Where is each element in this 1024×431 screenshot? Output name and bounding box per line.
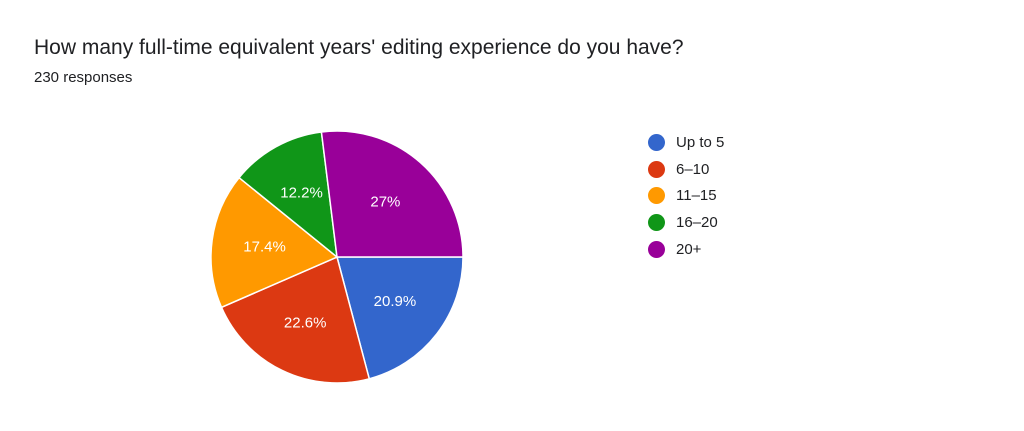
pie-slice-6-10[interactable] bbox=[220, 255, 371, 384]
legend-label: 6–10 bbox=[676, 160, 710, 178]
slice-label-6-10: 22.6% bbox=[284, 314, 327, 331]
pie-slice-16-20[interactable] bbox=[238, 131, 338, 259]
response-count: 230 responses bbox=[34, 69, 133, 86]
chart-title: How many full-time equivalent years' edi… bbox=[34, 36, 684, 59]
slice-label-up-to-5: 20.9% bbox=[374, 293, 417, 310]
legend-swatch bbox=[648, 213, 665, 231]
pie-slice-11-15[interactable] bbox=[210, 176, 339, 309]
legend-item-up-to-5[interactable]: Up to 5 bbox=[648, 129, 724, 156]
legend-label: 11–15 bbox=[676, 187, 717, 205]
slice-label-20-plus: 27% bbox=[370, 194, 400, 211]
legend-item-16-20[interactable]: 16–20 bbox=[648, 209, 724, 236]
slice-label-11-15: 17.4% bbox=[243, 239, 286, 256]
legend-item-11-15[interactable]: 11–15 bbox=[648, 182, 724, 209]
pie-slice-20-plus[interactable] bbox=[320, 130, 464, 258]
legend-label: Up to 5 bbox=[676, 133, 725, 151]
legend-item-6-10[interactable]: 6–10 bbox=[648, 156, 724, 183]
legend: Up to 5 6–10 11–15 16–20 20+ bbox=[648, 129, 724, 262]
legend-swatch bbox=[648, 160, 665, 178]
legend-swatch bbox=[648, 187, 665, 205]
legend-label: 20+ bbox=[676, 240, 702, 258]
legend-label: 16–20 bbox=[676, 213, 718, 231]
legend-swatch bbox=[648, 133, 665, 151]
slice-label-16-20: 12.2% bbox=[280, 185, 323, 202]
pie-slice-up-to-5[interactable] bbox=[336, 256, 464, 380]
legend-item-20-plus[interactable]: 20+ bbox=[648, 236, 724, 263]
legend-swatch bbox=[648, 240, 665, 258]
